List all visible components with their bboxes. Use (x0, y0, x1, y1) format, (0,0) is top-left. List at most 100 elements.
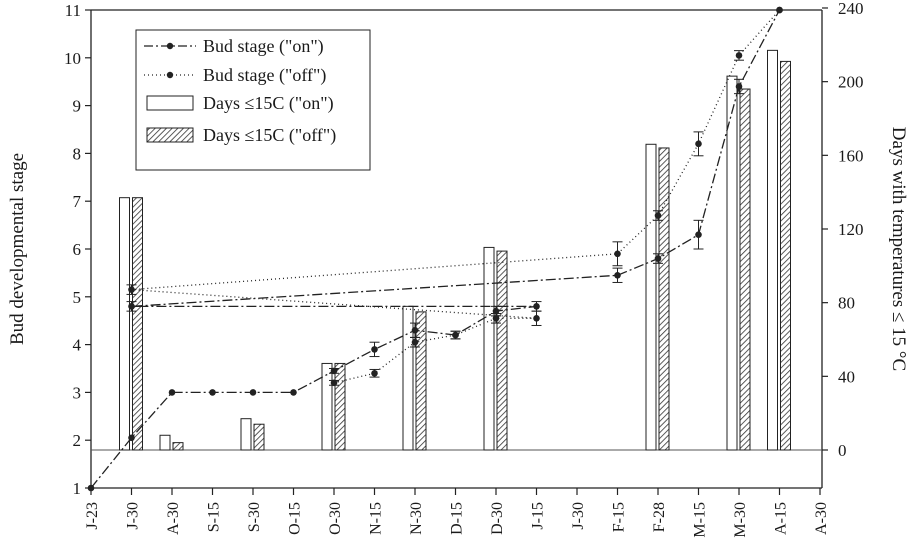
point-bud-stage-on (209, 389, 216, 396)
point-bud-stage-on (168, 389, 176, 396)
left-tick-label: 11 (65, 1, 81, 20)
point-bud-stage-on (492, 307, 500, 315)
legend-label-off: Bud stage ("off") (203, 65, 326, 86)
x-tick-label: A-15 (773, 502, 790, 535)
bar-days-off (334, 362, 346, 451)
point-bud-stage-off (654, 212, 662, 219)
x-axis-ticks: J-23 J-30 A-30 S-15 S-30 O-15 O-30 N-15 N-30 D-15… (84, 488, 830, 538)
point-bud-stage-on (87, 484, 95, 492)
x-tick-label: J-15 (530, 502, 547, 530)
x-tick-label: O-15 (287, 502, 304, 535)
left-tick-label: 8 (73, 144, 82, 163)
point-bud-stage-on (695, 231, 702, 238)
x-tick-label: S-15 (206, 502, 223, 532)
point-bud-stage-off (492, 315, 500, 322)
x-tick-label: A-30 (165, 502, 182, 535)
x-tick-label: M-30 (732, 502, 749, 538)
line-bud-stage-on (90, 9, 781, 489)
bar-days-on (321, 362, 333, 451)
x-tick-label: F-15 (611, 502, 628, 532)
legend-label-days-on: Days ≤15C ("on") (203, 93, 334, 114)
bar-days-on (483, 246, 495, 451)
x-tick-label: N-30 (408, 502, 425, 535)
point-bud-stage-on (533, 303, 540, 310)
right-tick-label: 200 (838, 73, 864, 92)
right-axis-ticks: 0 40 80 120 160 200 240 (822, 0, 864, 460)
line-series-group (87, 6, 783, 492)
x-tick-label: S-30 (246, 502, 263, 532)
point-bud-stage-on (249, 389, 257, 396)
bar-days-on (645, 143, 657, 451)
x-tick-label: D-30 (489, 502, 506, 535)
bar-days-off (253, 423, 265, 451)
left-tick-label: 7 (73, 192, 82, 211)
point-bud-stage-off (452, 331, 459, 339)
bar-days-off (132, 197, 143, 451)
bar-series-group (119, 49, 791, 451)
bar-days-off (172, 442, 184, 451)
right-tick-label: 0 (838, 441, 847, 460)
legend: Bud stage ("on") Bud stage ("off") Days … (135, 29, 371, 171)
point-bud-stage-on (330, 367, 338, 375)
right-tick-label: 240 (838, 0, 864, 18)
left-tick-label: 2 (73, 431, 82, 450)
x-tick-label: A-30 (813, 502, 830, 535)
point-bud-stage-off (411, 338, 419, 346)
point-bud-stage-off (330, 379, 338, 387)
point-bud-stage-off (371, 369, 378, 377)
left-tick-label: 5 (73, 288, 82, 307)
left-tick-label: 9 (73, 97, 82, 116)
right-tick-label: 160 (838, 146, 864, 165)
bar-days-on (726, 75, 738, 451)
point-bud-stage-off (533, 315, 540, 322)
left-tick-label: 4 (73, 336, 82, 355)
point-bud-stage-on (128, 303, 135, 310)
legend-swatch-on-marker (166, 42, 174, 50)
bar-days-on (402, 305, 414, 451)
point-bud-stage-on (654, 255, 662, 262)
x-tick-label: J-23 (84, 502, 101, 530)
point-bud-stage-on (128, 434, 135, 442)
left-tick-label: 3 (73, 383, 82, 402)
right-axis-label: Days with temperatures ≤ 15 °C (888, 127, 909, 371)
legend-label-on: Bud stage ("on") (203, 36, 324, 57)
right-tick-label: 80 (838, 294, 855, 313)
bar-days-on (159, 434, 171, 451)
point-bud-stage-on (371, 346, 378, 353)
x-tick-label: F-28 (651, 502, 668, 532)
right-tick-label: 120 (838, 220, 864, 239)
point-bud-stage-on (614, 271, 621, 279)
left-axis-label: Bud developmental stage (7, 153, 28, 345)
legend-swatch-days-on (146, 95, 194, 111)
x-tick-label: J-30 (125, 502, 142, 530)
bar-days-on (119, 197, 130, 451)
line-bud-stage-off (131, 9, 780, 384)
bar-days-off (415, 311, 427, 451)
bar-days-off (658, 147, 670, 451)
right-tick-label: 40 (838, 367, 855, 386)
left-axis-ticks: 1 2 3 4 5 6 7 8 9 10 11 (64, 1, 91, 498)
point-bud-stage-off (695, 140, 702, 148)
left-tick-label: 1 (73, 479, 82, 498)
point-bud-stage-on (735, 83, 743, 90)
bar-days-off (739, 88, 751, 451)
point-bud-stage-off (614, 250, 621, 258)
point-bud-stage-on (411, 326, 419, 334)
bar-days-off (780, 60, 791, 451)
point-bud-stage-off (128, 286, 135, 293)
point-bud-stage-off (735, 52, 743, 59)
point-bud-stage-on (290, 389, 297, 396)
legend-swatch-off-marker (166, 71, 174, 79)
left-tick-label: 6 (73, 240, 82, 259)
point-bud-stage-off (776, 6, 783, 14)
bar-days-on (767, 49, 778, 451)
x-tick-label: N-15 (368, 502, 385, 535)
x-tick-label: O-30 (327, 502, 344, 535)
x-tick-label: D-15 (449, 502, 466, 535)
legend-swatch-days-off (146, 127, 194, 143)
legend-label-days-off: Days ≤15C ("off") (203, 125, 336, 146)
left-tick-label: 10 (64, 49, 81, 68)
bar-days-on (240, 418, 252, 451)
